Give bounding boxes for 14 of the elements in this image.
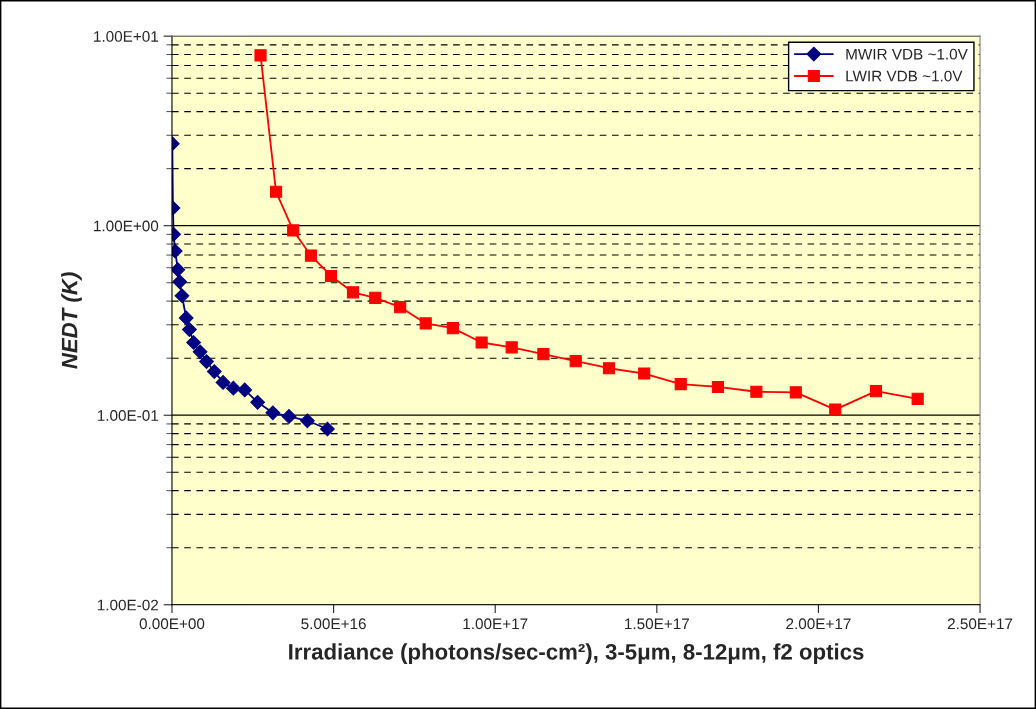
legend-label: MWIR VDB ~1.0V bbox=[846, 48, 968, 60]
x-tick-label: 0.00E+00 bbox=[139, 618, 205, 630]
y-tick-label: 1.00E+01 bbox=[94, 31, 159, 42]
x-axis-title: Irradiance (photons/sec-cm²), 3-5μm, 8-12μm, f2 optics bbox=[289, 643, 864, 665]
x-tick-label: 1.00E+17 bbox=[463, 618, 528, 630]
y-tick-label: 1.00E-01 bbox=[97, 410, 159, 421]
y-axis-title: NEDT (K) bbox=[61, 272, 82, 369]
x-tick-label: 2.00E+17 bbox=[786, 618, 851, 630]
x-tick-label: 1.50E+17 bbox=[625, 618, 689, 630]
y-tick-label: 1.00E-02 bbox=[97, 599, 159, 611]
y-tick-label: 1.00E+00 bbox=[94, 220, 159, 232]
legend-label: LWIR VDB ~1.0V bbox=[846, 70, 963, 82]
x-tick-label: 2.50E+17 bbox=[947, 618, 1013, 630]
x-tick-label: 5.00E+16 bbox=[301, 618, 366, 630]
